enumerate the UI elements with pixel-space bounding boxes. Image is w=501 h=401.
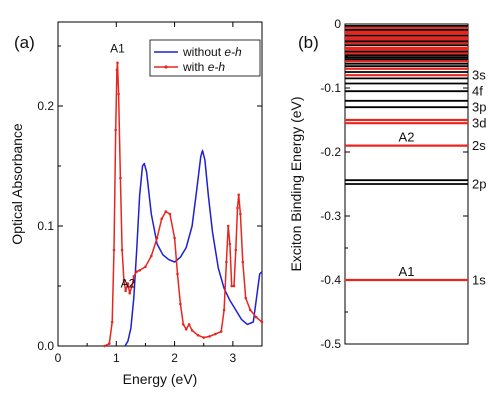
series-point-with	[219, 330, 223, 333]
plot-frame-a	[57, 21, 263, 347]
axis-ticks-a: 0 1 2 3 0.0 0.1 0.2	[37, 22, 262, 365]
x-tick-label-a: 3	[230, 351, 237, 365]
series-point-with	[190, 329, 194, 332]
series-point-with	[244, 296, 247, 300]
series-point-with	[126, 282, 130, 285]
legend-marker-with	[164, 65, 168, 69]
level-tag: A2	[399, 130, 415, 145]
series-point-with	[144, 265, 147, 269]
x-axis-title-a: Energy (eV)	[123, 371, 198, 387]
series-point-with	[164, 210, 168, 213]
y-tick-label-a: 0.1	[37, 219, 54, 233]
series-point-with	[179, 302, 182, 306]
series-point-with	[214, 332, 217, 336]
y-tick-label-b: -0.4	[320, 273, 341, 287]
series-point-with	[119, 176, 122, 180]
annotation-a2: A2	[121, 277, 136, 291]
series-point-with	[182, 323, 185, 326]
x-tick-label-a: 2	[171, 351, 178, 365]
series-point-with	[230, 284, 233, 288]
series-point-with	[173, 236, 176, 240]
series-point-with	[196, 333, 200, 337]
series-point-with	[208, 335, 211, 338]
y-tick-label-b: 0	[334, 17, 341, 31]
y-tick-label-b: -0.3	[320, 209, 341, 223]
series-point-with	[103, 344, 106, 348]
x-tick-label-a: 1	[113, 351, 120, 365]
panel-a: (a) 0 1 2 3 0.0 0.1 0.2 Energy (eV) Optical Ab…	[9, 21, 264, 387]
axis-ticks-b: 0 -0.1 -0.2 -0.3 -0.4 -0.5	[320, 17, 468, 351]
level-label: 4f	[472, 84, 483, 99]
y-tick-label-a: 0.2	[37, 99, 54, 113]
legend-label-without: without e-h	[182, 45, 242, 59]
series-point-with	[187, 323, 191, 326]
series-point-with	[237, 193, 240, 197]
series-line-with	[104, 62, 263, 347]
panel-b: (b) 0 -0.1 -0.2 -0.3 -0.4 -0.5 1s A1 2p 2s A2 3d3p…	[288, 17, 486, 351]
series-point-with	[225, 260, 228, 264]
series-point-with	[130, 284, 134, 288]
level-label: 2p	[472, 177, 486, 192]
series-point-with	[168, 212, 172, 216]
legend-label-with: with e-h	[182, 60, 225, 74]
series-point-with	[108, 342, 111, 345]
level-tag: A1	[399, 264, 415, 279]
series-point-with	[114, 128, 117, 132]
x-tick-label-a: 0	[55, 351, 62, 365]
series-point-with	[117, 92, 120, 96]
legend: without e-h with e-h	[149, 39, 261, 77]
y-tick-label-b: -0.1	[320, 81, 341, 95]
level-label: 3d	[472, 116, 486, 131]
y-tick-label-b: -0.5	[320, 337, 341, 351]
y-axis-title-a: Optical Absorbance	[9, 123, 25, 245]
level-label: 3s	[472, 68, 486, 83]
series-point-with	[176, 272, 179, 276]
series-point-with	[124, 289, 127, 293]
series-point-with	[184, 327, 188, 331]
series-point-with	[226, 224, 230, 228]
series-point-with	[241, 260, 245, 264]
series-point-with	[260, 320, 264, 324]
series-point-with	[112, 248, 116, 252]
series-point-with	[236, 206, 239, 210]
series-point-with	[232, 284, 236, 288]
series-point-with	[120, 248, 124, 252]
series-point-with	[122, 278, 126, 282]
series-point-with	[202, 336, 205, 339]
level-label: 3p	[472, 100, 486, 115]
series-point-with	[222, 308, 226, 312]
series-point-with	[116, 61, 119, 65]
series-point-with	[128, 291, 131, 295]
annotation-a1: A1	[110, 41, 125, 55]
series-lines-a	[103, 61, 264, 348]
y-axis-title-b: Exciton Binding Energy (eV)	[288, 96, 304, 271]
series-point-with	[110, 320, 114, 324]
series-line-without	[124, 149, 263, 347]
series-point-with	[138, 269, 141, 272]
series-point-with	[132, 275, 136, 278]
series-point-with	[254, 315, 258, 319]
series-point-with	[239, 212, 242, 216]
level-label: 2s	[472, 138, 486, 153]
panel-label-b: (b)	[298, 33, 319, 52]
series-point-with	[135, 270, 138, 273]
y-tick-label-b: -0.2	[320, 145, 341, 159]
series-point-with	[234, 248, 238, 252]
level-label: 1s	[472, 273, 486, 288]
series-point-with	[228, 242, 232, 246]
series-point-with	[115, 68, 119, 72]
y-tick-label-a: 0.0	[37, 339, 54, 353]
series-point-with	[160, 217, 163, 221]
series-point-with	[249, 308, 252, 312]
series-point-with	[155, 236, 159, 240]
panel-label-a: (a)	[14, 33, 35, 52]
series-point-with	[150, 254, 153, 258]
legend-box	[149, 39, 261, 77]
